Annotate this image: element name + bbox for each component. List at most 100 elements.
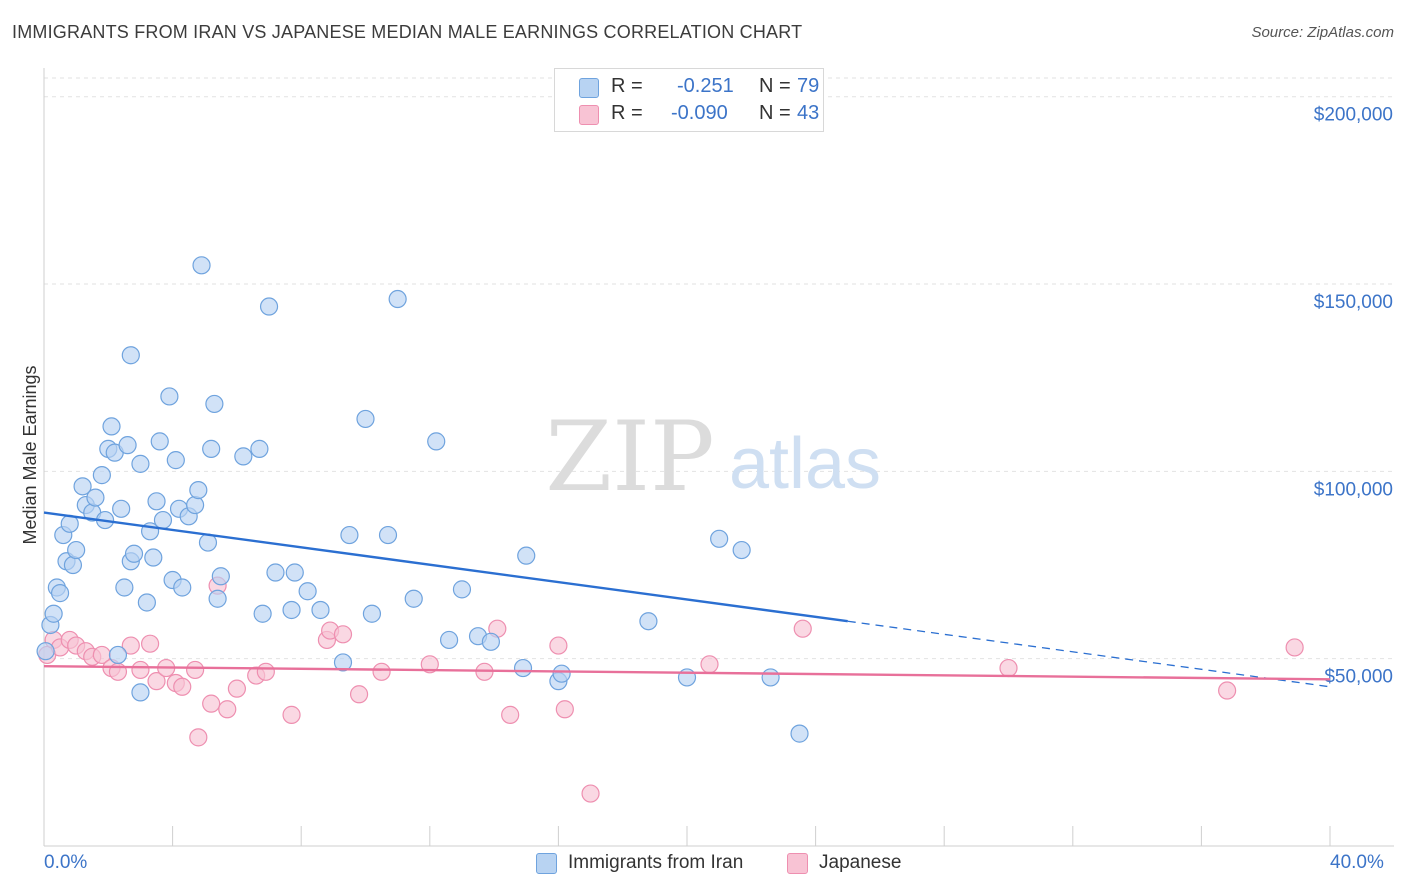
y-tick-label: $200,000 xyxy=(1314,105,1393,126)
japanese-point xyxy=(202,694,221,713)
japanese-point xyxy=(700,655,719,674)
iran-point xyxy=(63,555,83,575)
iran-point xyxy=(153,510,173,530)
iran-point xyxy=(112,499,131,518)
japanese-point xyxy=(349,685,369,704)
iran-point xyxy=(115,578,134,597)
japanese-point xyxy=(256,662,275,681)
iran-point xyxy=(124,544,144,563)
iran-point xyxy=(144,548,163,567)
iran-point xyxy=(250,439,269,458)
japanese-point xyxy=(420,655,439,674)
legend-r-label: R = xyxy=(611,102,643,124)
japanese-point xyxy=(372,662,391,681)
iran-point xyxy=(131,683,150,702)
iran-point xyxy=(340,525,359,545)
japanese-point xyxy=(189,728,208,747)
iran-point xyxy=(378,525,398,545)
iran-point xyxy=(186,495,205,515)
iran-point xyxy=(513,658,533,678)
iran-point xyxy=(108,645,128,665)
iran-points xyxy=(36,256,809,743)
japanese-point xyxy=(173,677,192,696)
iran-point xyxy=(208,589,227,608)
japanese-point xyxy=(581,784,600,803)
legend-r-value: -0.090 xyxy=(671,102,728,124)
iran-trend-line xyxy=(43,511,848,623)
bottom-legend-label-iran: Immigrants from Iran xyxy=(568,852,744,873)
x-axis-min-label: 0.0% xyxy=(44,852,88,873)
japanese-points xyxy=(38,576,1304,803)
japanese-point xyxy=(227,679,246,698)
japanese-point xyxy=(333,625,353,644)
iran-point xyxy=(205,394,224,414)
iran-point xyxy=(481,632,500,651)
legend-n-value: 43 xyxy=(797,102,820,124)
iran-point xyxy=(202,439,221,458)
chart-title: IMMIGRANTS FROM IRAN VS JAPANESE MEDIAN … xyxy=(12,22,803,42)
iran-point xyxy=(356,409,375,429)
y-tick-labels: $50,000 $100,000 $150,000 $200,000 xyxy=(1314,105,1393,688)
iran-point xyxy=(147,492,166,511)
iran-point xyxy=(36,642,55,661)
japanese-point xyxy=(121,636,140,655)
iran-point xyxy=(118,436,137,455)
legend-n-label: N = xyxy=(759,75,791,97)
legend-swatch-japanese xyxy=(579,105,599,125)
iran-point xyxy=(404,589,423,608)
bottom-legend-label-japanese: Japanese xyxy=(819,852,902,873)
iran-point xyxy=(160,387,179,406)
iran-point xyxy=(189,480,208,500)
japanese-point xyxy=(282,705,301,724)
iran-point xyxy=(710,529,729,548)
japanese-point xyxy=(549,636,568,655)
iran-point xyxy=(732,540,751,560)
iran-point xyxy=(761,668,780,687)
iran-point xyxy=(166,451,185,470)
iran-point xyxy=(388,289,407,309)
axes xyxy=(43,68,1394,847)
japanese-point xyxy=(131,660,150,680)
iran-point xyxy=(259,297,279,316)
japanese-point xyxy=(218,700,237,719)
legend-swatch-iran xyxy=(579,78,599,98)
iran-point xyxy=(333,653,353,672)
iran-point xyxy=(137,593,156,612)
legend-r-value: -0.251 xyxy=(677,75,734,97)
trend-lines xyxy=(43,511,1331,688)
iran-point xyxy=(121,346,140,365)
japanese-point xyxy=(140,634,160,653)
iran-point xyxy=(282,600,301,620)
grid-lines xyxy=(44,77,1394,660)
japanese-point xyxy=(793,619,812,638)
legend-r-label: R = xyxy=(611,75,643,97)
iran-point xyxy=(102,417,121,436)
iran-point xyxy=(253,604,272,623)
bottom-legend-swatch-iran xyxy=(536,853,557,874)
japanese-trend-line xyxy=(43,664,1331,681)
x-axis-max-label: 40.0% xyxy=(1330,852,1384,873)
watermark: ZIP atlas xyxy=(545,401,881,513)
iran-point xyxy=(150,432,169,451)
bottom-legend-swatch-japanese xyxy=(787,853,808,874)
iran-point xyxy=(44,604,63,623)
iran-point xyxy=(211,567,230,586)
iran-point xyxy=(266,563,285,582)
iran-point xyxy=(439,630,459,650)
y-axis-label: Median Male Earnings xyxy=(20,365,40,544)
iran-point xyxy=(677,668,697,687)
iran-point xyxy=(427,432,446,451)
iran-point xyxy=(73,477,92,496)
iran-point xyxy=(311,600,330,620)
japanese-point xyxy=(1218,681,1237,700)
iran-point xyxy=(67,540,86,560)
iran-point xyxy=(50,584,70,603)
iran-point xyxy=(192,256,211,275)
iran-point xyxy=(552,664,571,683)
iran-point xyxy=(362,604,382,623)
watermark-atlas: atlas xyxy=(729,424,881,504)
source-credit: Source: ZipAtlas.com xyxy=(1251,24,1394,41)
iran-point xyxy=(173,578,192,597)
japanese-point xyxy=(501,705,520,724)
